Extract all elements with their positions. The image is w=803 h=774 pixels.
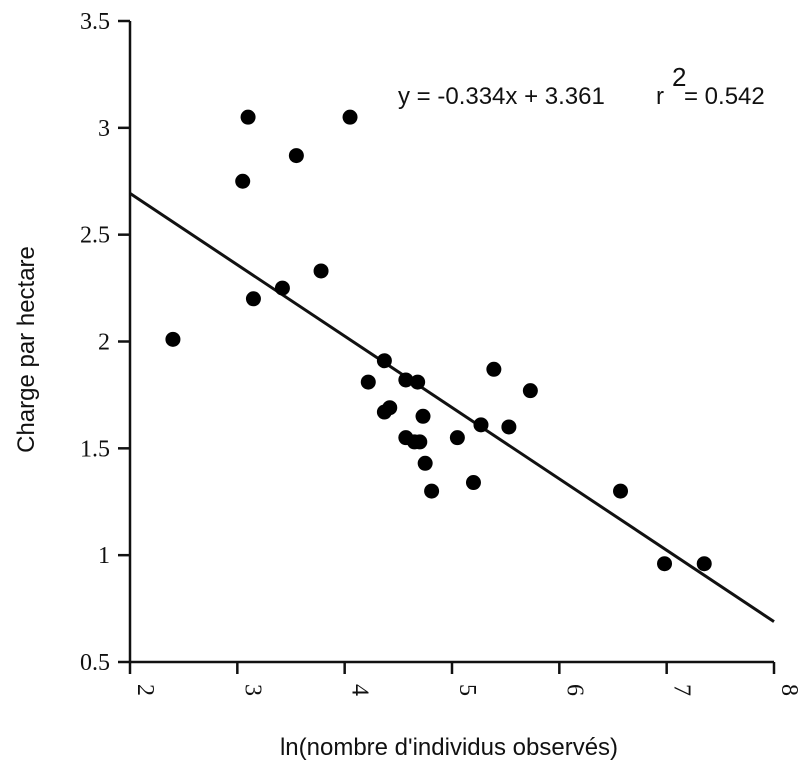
y-axis-label: Charge par hectare [13,246,40,453]
data-point [449,430,465,446]
y-tick-label: 2 [98,330,110,356]
data-point [360,374,376,390]
data-point [165,331,181,347]
r-squared-symbol: r [656,83,664,110]
y-tick-label: 1 [98,543,110,569]
y-tick-label: 1.5 [80,436,110,462]
regression-annotation: y = -0.334x + 3.361 r 2 = 0.542 [398,62,765,110]
regression-line [129,192,775,623]
x-tick-label: 7 [669,684,695,696]
data-points [165,109,712,572]
data-point [410,374,426,390]
y-tick-label: 2.5 [80,223,110,249]
x-tick-label: 4 [347,684,373,696]
x-tick-label: 2 [132,684,158,696]
data-point [613,483,629,499]
data-point [657,556,673,572]
y-tick-label: 3.5 [80,9,110,35]
data-point [473,417,489,433]
data-point [424,483,440,499]
plot-area: 0.5 1 1.5 2 2.5 3 3.5 2 3 4 5 6 7 8 [80,9,802,696]
r-squared-value: = 0.542 [684,83,765,110]
x-tick-label: 5 [454,684,480,696]
x-axis-ticks: 2 3 4 5 6 7 8 [128,662,802,696]
y-tick-label: 3 [98,116,110,142]
regression-equation: y = -0.334x + 3.361 [398,83,605,110]
data-point [465,475,481,491]
data-point [240,109,256,125]
data-point [501,419,517,435]
data-point [313,263,329,279]
data-point [342,109,358,125]
r-squared-superscript: 2 [672,62,686,92]
data-point [412,434,428,450]
data-point [417,455,433,471]
data-point [288,148,304,164]
data-point [696,556,712,572]
x-axis-label: ln(nombre d'individus observés) [280,734,618,761]
data-point [245,291,261,307]
data-point [382,400,398,416]
data-point [522,383,538,399]
data-point [486,361,502,377]
data-point [415,408,431,424]
y-axis-ticks: 0.5 1 1.5 2 2.5 3 3.5 [80,9,130,676]
x-tick-label: 8 [776,684,802,696]
data-point [398,372,414,388]
x-tick-label: 3 [239,684,265,696]
data-point [274,280,290,296]
data-point [235,173,251,189]
y-tick-label: 0.5 [80,650,110,676]
x-tick-label: 6 [561,684,587,696]
data-point [376,353,392,369]
